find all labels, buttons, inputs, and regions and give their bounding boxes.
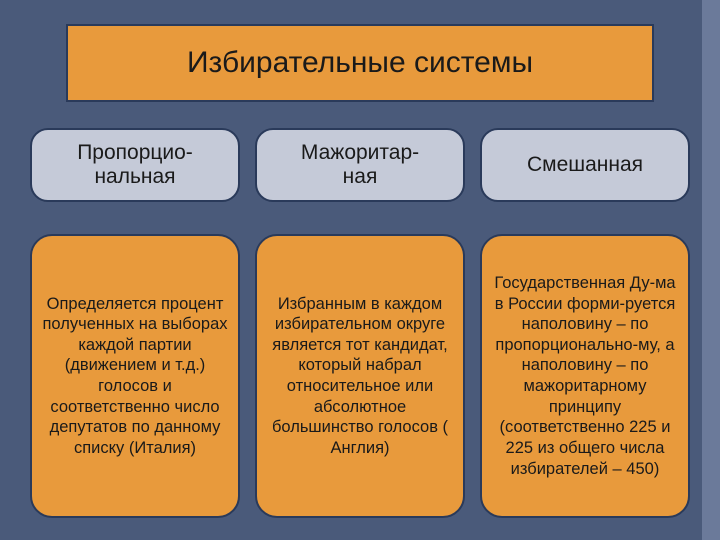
title-box: Избирательные системы xyxy=(66,24,654,102)
desc-majoritarian: Избранным в каждом избирательном округе … xyxy=(255,234,465,518)
desc-proportional: Определяется процент полученных на выбор… xyxy=(30,234,240,518)
type-label: Мажоритар-ная xyxy=(301,141,419,189)
description-row: Определяется процент полученных на выбор… xyxy=(30,234,690,518)
desc-mixed: Государственная Ду-ма в России форми-руе… xyxy=(480,234,690,518)
desc-text: Определяется процент полученных на выбор… xyxy=(40,294,230,459)
page-title: Избирательные системы xyxy=(187,46,533,80)
right-stripe xyxy=(702,0,720,540)
type-row: Пропорцио-нальная Мажоритар-ная Смешанна… xyxy=(30,128,690,202)
type-label: Пропорцио-нальная xyxy=(77,141,193,189)
type-label: Смешанная xyxy=(527,153,643,177)
type-mixed: Смешанная xyxy=(480,128,690,202)
desc-text: Избранным в каждом избирательном округе … xyxy=(265,294,455,459)
desc-text: Государственная Ду-ма в России форми-руе… xyxy=(490,273,680,479)
type-proportional: Пропорцио-нальная xyxy=(30,128,240,202)
type-majoritarian: Мажоритар-ная xyxy=(255,128,465,202)
